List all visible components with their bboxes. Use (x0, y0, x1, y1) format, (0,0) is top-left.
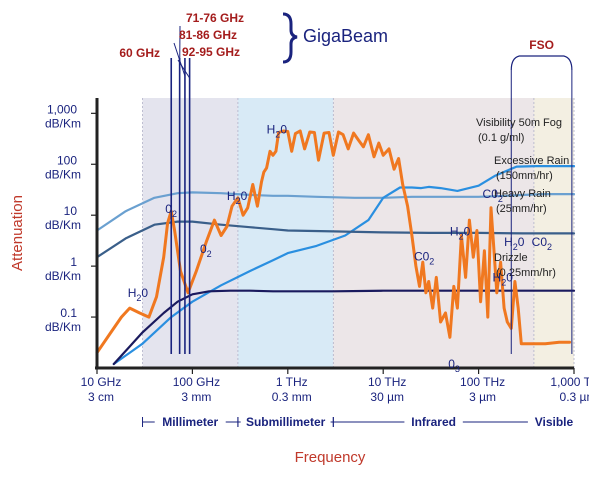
series-label: Visibility 50m Fog (476, 117, 562, 129)
series-label: Drizzle (494, 252, 528, 264)
x-tick-wavelength: 0.3 µm (560, 390, 589, 404)
y-tick-unit: dB/Km (45, 269, 81, 283)
y-axis-label: Attenuation (9, 195, 26, 271)
y-tick-label: 1,000 (47, 102, 77, 116)
series-label-sub: (0.1 g/ml) (478, 132, 524, 144)
ghz-marker-label: 71-76 GHz (186, 11, 244, 25)
x-tick-label: 10 THz (368, 375, 406, 389)
band-label: Visible (535, 415, 574, 429)
y-tick-label: 1 (70, 255, 77, 269)
ghz-marker-label: 60 GHz (119, 46, 160, 60)
molecule-subscript: 2 (207, 249, 212, 259)
band-label: Submillimeter (246, 415, 326, 429)
fso-bracket (511, 56, 572, 70)
molecule-part: H (504, 235, 513, 249)
molecule-part: C0 (532, 235, 548, 249)
x-tick-wavelength: 0.3 mm (272, 390, 312, 404)
molecule-part: 0 (280, 123, 287, 137)
molecule-subscript: 2 (547, 242, 552, 252)
x-tick-label: 100 THz (460, 375, 505, 389)
x-tick-wavelength: 3 mm (181, 390, 211, 404)
series-label: Excessive Rain (494, 155, 569, 167)
y-tick-unit: dB/Km (45, 167, 81, 181)
molecule-part: 0 (141, 286, 148, 300)
molecule-subscript: 2 (498, 194, 503, 204)
x-tick-label: 1 THz (276, 375, 308, 389)
gigabeam-brace (283, 14, 297, 62)
molecule-part: H (450, 224, 459, 238)
molecule-part: 0 (241, 189, 248, 203)
molecule-subscript: 2 (429, 256, 434, 266)
y-tick-unit: dB/Km (45, 116, 81, 130)
x-tick-wavelength: 3 cm (88, 390, 114, 404)
x-tick-label: 1,000 THz (550, 375, 589, 389)
molecule-part: H (493, 270, 502, 284)
molecule-subscript: 3 (455, 364, 460, 374)
y-tick-label: 10 (64, 204, 78, 218)
y-tick-label: 0.1 (60, 306, 77, 320)
x-tick-label: 10 GHz (81, 375, 122, 389)
molecule-part: H (267, 123, 276, 137)
molecule-part: H (227, 189, 236, 203)
molecule-part: 0 (506, 270, 513, 284)
molecule-part: C0 (483, 187, 499, 201)
series-label-sub: (25mm/hr) (496, 203, 547, 215)
x-tick-wavelength: 3 µm (469, 390, 496, 404)
band-label: Infrared (411, 415, 456, 429)
molecule-part: C0 (414, 249, 430, 263)
molecule-part: 0 (518, 235, 525, 249)
x-tick-wavelength: 30 µm (370, 390, 404, 404)
ghz-marker-label: 92-95 GHz (182, 45, 240, 59)
band-label: Millimeter (162, 415, 218, 429)
molecule-part: 0 (464, 224, 471, 238)
molecule-part: H (128, 286, 137, 300)
y-tick-unit: dB/Km (45, 320, 81, 334)
molecule-subscript: 2 (172, 209, 177, 219)
y-tick-unit: dB/Km (45, 218, 81, 232)
ghz-marker-label: 81-86 GHz (179, 28, 237, 42)
band-submillimeter (238, 98, 333, 368)
fso-label: FSO (529, 38, 554, 52)
x-tick-label: 100 GHz (173, 375, 220, 389)
gigabeam-label: GigaBeam (303, 26, 388, 46)
series-label-sub: (150mm/hr) (496, 170, 553, 182)
x-axis-label: Frequency (295, 449, 366, 466)
y-tick-label: 100 (57, 153, 77, 167)
